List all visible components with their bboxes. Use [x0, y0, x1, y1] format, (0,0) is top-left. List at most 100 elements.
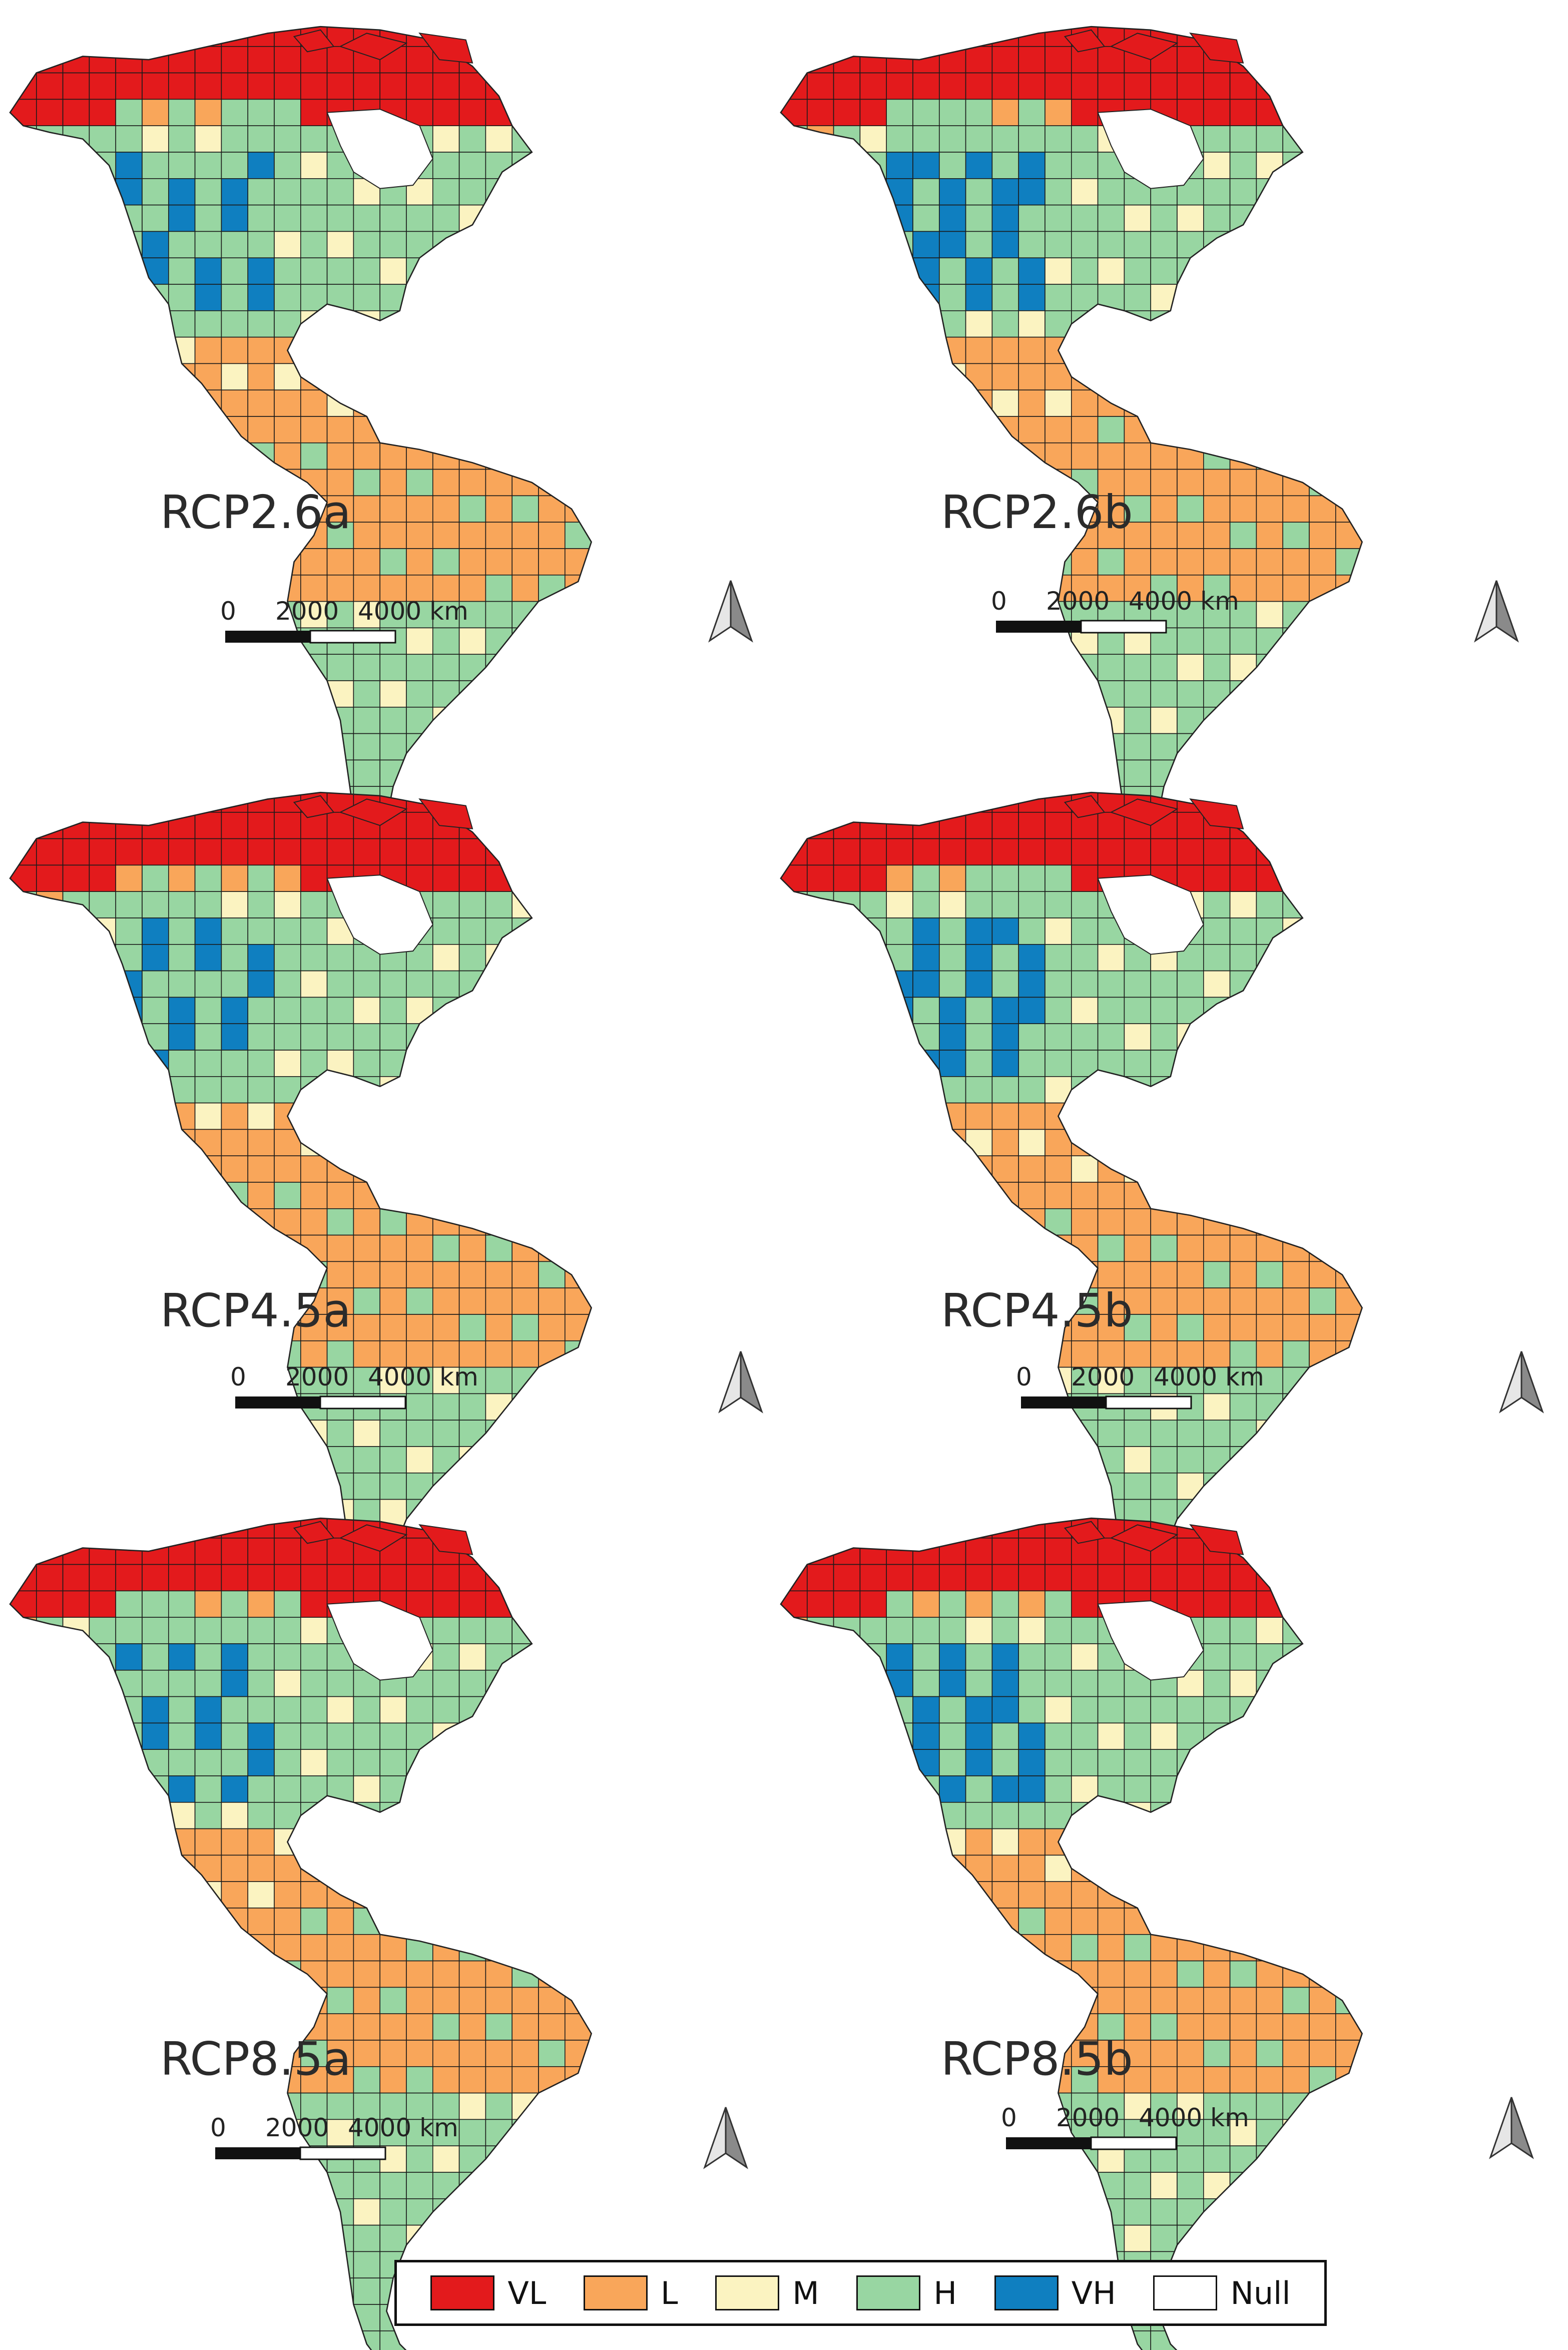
- grid-cell: [458, 2198, 486, 2226]
- grid-cell: [1203, 1261, 1231, 1288]
- grid-cell: [511, 204, 539, 232]
- grid-cell: [781, 1749, 808, 1776]
- grid-cell: [807, 1050, 834, 1077]
- grid-cell: [1097, 336, 1125, 364]
- grid-cell: [618, 1802, 644, 1829]
- grid-cell: [538, 548, 566, 576]
- grid-cell: [1361, 864, 1362, 892]
- grid-cell: [168, 442, 196, 470]
- grid-cell: [194, 1102, 222, 1130]
- grid-cell: [807, 838, 834, 866]
- grid-cell: [142, 1960, 169, 1988]
- grid-cell: [1229, 1908, 1257, 1935]
- grid-cell: [300, 1617, 328, 1644]
- grid-cell: [247, 1722, 275, 1750]
- grid-cell: [274, 1564, 301, 1592]
- coastline: [9, 791, 593, 1646]
- grid-cell: [1388, 1420, 1415, 1447]
- grid-cell: [807, 1393, 834, 1421]
- grid-cell: [1361, 442, 1362, 470]
- grid-cell: [1097, 1129, 1125, 1156]
- grid-cell: [1229, 2145, 1257, 2173]
- grid-cell: [10, 1564, 37, 1592]
- grid-cell: [1071, 1023, 1099, 1051]
- grid-cell: [326, 970, 354, 998]
- grid-cell: [10, 2066, 37, 2094]
- grid-cell: [538, 125, 566, 153]
- grid-cell: [859, 1234, 887, 1262]
- grid-cell: [1124, 284, 1151, 311]
- grid-cell: [1018, 1473, 1046, 1500]
- grid-cell: [591, 72, 592, 100]
- grid-cell: [247, 575, 275, 602]
- grid-cell: [939, 2224, 966, 2252]
- grid-cell: [1044, 257, 1072, 285]
- grid-cell: [538, 2145, 566, 2173]
- grid-cell: [485, 1473, 512, 1500]
- grid-cell: [807, 522, 834, 549]
- grid-cell: [406, 627, 433, 655]
- grid-cell: [1203, 1828, 1231, 1856]
- grid-cell: [10, 786, 37, 813]
- grid-cell: [965, 284, 993, 311]
- grid-cell: [618, 416, 644, 443]
- grid-cell: [1361, 1908, 1362, 1935]
- grid-cell: [62, 2145, 90, 2173]
- grid-cell: [36, 1393, 64, 1421]
- grid-cell: [36, 2040, 64, 2067]
- grid-cell: [115, 284, 143, 311]
- grid-cell: [115, 1802, 143, 1829]
- grid-cell: [458, 257, 486, 285]
- scale-label: 2000: [285, 1362, 349, 1391]
- scale-bar: 0 2000 4000 km: [220, 597, 468, 644]
- grid-cell: [247, 2277, 275, 2305]
- grid-cell: [432, 72, 460, 100]
- grid-cell: [511, 1552, 539, 1579]
- grid-cell: [591, 1208, 592, 1236]
- grid-cell: [833, 970, 861, 998]
- grid-cell: [406, 1261, 433, 1288]
- grid-cell: [591, 27, 592, 47]
- grid-cell: [565, 1617, 592, 1644]
- grid-cell: [511, 2066, 539, 2094]
- grid-cell: [912, 2145, 940, 2173]
- grid-cell: [458, 654, 486, 681]
- grid-cell: [965, 1749, 993, 1776]
- grid-cell: [1309, 125, 1336, 153]
- grid-cell: [1177, 1102, 1204, 1130]
- grid-cell: [1388, 2093, 1415, 2120]
- grid-cell: [1018, 1987, 1046, 2014]
- grid-cell: [379, 1155, 407, 1183]
- grid-cell: [511, 125, 539, 153]
- grid-cell: [1018, 1155, 1046, 1183]
- grid-cell: [458, 1643, 486, 1671]
- grid-cell: [300, 2040, 328, 2067]
- grid-cell: [833, 601, 861, 629]
- grid-cell: [939, 1881, 966, 1909]
- grid-cell: [326, 548, 354, 576]
- grid-cell: [991, 2145, 1019, 2173]
- grid-cells: [10, 27, 644, 879]
- grid-cell: [247, 152, 275, 179]
- grid-cell: [1256, 2066, 1283, 2094]
- grid-cell: [142, 1643, 169, 1671]
- grid-cell: [300, 2330, 328, 2350]
- grid-cell: [247, 654, 275, 681]
- grid-cell: [10, 733, 37, 761]
- grid-cell: [565, 1881, 592, 1909]
- grid-cell: [538, 310, 566, 338]
- grid-cell: [1203, 389, 1231, 417]
- grid-cell: [1150, 1960, 1178, 1988]
- grid-cell: [991, 944, 1019, 972]
- grid-cell: [859, 2119, 887, 2146]
- grid-cell: [89, 1155, 116, 1183]
- grid-cell: [807, 1182, 834, 1209]
- grid-cell: [300, 1670, 328, 1697]
- grid-cell: [1388, 1235, 1415, 1262]
- grid-cell: [89, 2013, 116, 2041]
- grid-cell: [1361, 2224, 1362, 2252]
- grid-cell: [115, 1076, 143, 1104]
- grid-cell: [1124, 1854, 1151, 1882]
- grid-cell: [591, 1854, 592, 1882]
- grid-cell: [115, 786, 143, 813]
